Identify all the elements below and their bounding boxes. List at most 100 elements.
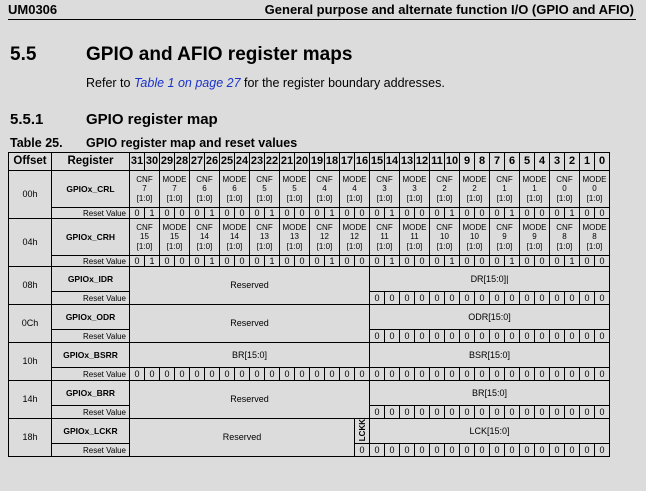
reset-bit: 0 [249,255,265,267]
field-line: MODE [582,174,607,184]
reset-bit: 0 [369,329,385,343]
reset-bit: 0 [414,443,430,458]
reset-value-row: Reset Value 0 1 0 0 0 1 0 0 0 1 0 0 0 1 0 0 0 1 0 0 0 1 0 0 0 1 0 0 0… [9,255,610,267]
upper-half-field: Reserved [129,304,370,343]
field-line: [1:0] [226,193,243,203]
field-line: 6 [232,184,237,194]
bit-header: 12 [414,152,430,171]
field-line: 9 [532,232,537,242]
field-line: [1:0] [586,241,603,251]
field-line: 14 [230,232,239,242]
field-line: 10 [440,232,449,242]
reset-bit: 0 [369,207,385,219]
register-header: Register [51,152,130,171]
bit-header: 10 [444,152,460,171]
field-line: [1:0] [346,193,363,203]
bit-header: 2 [564,152,580,171]
reset-bit: 1 [384,207,400,219]
bit-header: 30 [144,152,160,171]
field-line: MODE [282,222,307,232]
bit-field: MODE 8 [1:0] [579,218,610,256]
reset-bit: 0 [369,367,385,381]
reset-bit: 0 [594,405,610,419]
reset-bit: 0 [474,443,490,458]
bit-header: 5 [519,152,535,171]
bit-header: 31 [129,152,145,171]
reset-bit: 0 [534,367,550,381]
reset-value-row: Reset Value 0 0 0 0 0 0 0 0 0 0 0 0 0 0 0 0 [9,329,610,343]
reset-bit: 0 [444,405,460,419]
reset-bit: 1 [444,255,460,267]
reset-bit: 0 [129,367,145,381]
reset-bit: 0 [219,255,235,267]
reset-bit: 1 [264,207,280,219]
reset-bit: 0 [414,367,430,381]
reset-bit: 1 [564,255,580,267]
reset-bit: 0 [489,405,505,419]
reset-value-row: Reset Value 0 0 0 0 0 0 0 0 0 0 0 0 0 0 0 0 [9,291,610,305]
bit-field: CNF 12 [1:0] [309,218,340,256]
reset-bit: 0 [504,405,520,419]
bit-field: MODE 12 [1:0] [339,218,370,256]
reset-bit: 0 [459,329,475,343]
reset-bit: 0 [129,207,145,219]
subsection-number: 5.5.1 [10,111,44,128]
reset-bit: 0 [519,405,535,419]
reset-bit: 0 [579,329,595,343]
reset-bit: 0 [579,207,595,219]
bit-field: CNF 4 [1:0] [309,170,340,208]
bit-field: MODE 14 [1:0] [219,218,250,256]
reset-bit: 0 [474,207,490,219]
gpio-register-map-table: Offset Register 31 30 29 28 27 26 25 24 23 22 21 20… [8,152,610,458]
reset-bit: 0 [579,291,595,305]
reset-bit: 0 [399,291,415,305]
reset-bit: 1 [384,255,400,267]
bit-field: CNF 6 [1:0] [189,170,220,208]
reset-bit: 0 [549,255,565,267]
field-line: [1:0] [136,241,153,251]
bit-field: MODE 13 [1:0] [279,218,310,256]
reset-bit: 0 [384,443,400,458]
register-row: 00h GPIOx_CRL CNF 7 [1:0] MODE 7 [1:0] CNF 6 [1:0]… [8,170,610,219]
field-line: CNF [256,174,273,184]
intro-paragraph: Refer to Table 1 on page 27 for the regi… [86,76,445,90]
reset-bit: 0 [444,291,460,305]
register-name: GPIOx_ODR [51,304,130,330]
bit-header: 27 [189,152,205,171]
reset-bit: 0 [459,291,475,305]
reset-bit: 0 [549,443,565,458]
field-line: 7 [142,184,147,194]
field-line: [1:0] [346,241,363,251]
bit-field: CNF 13 [1:0] [249,218,280,256]
reset-bit: 0 [579,405,595,419]
field-line: MODE [222,174,247,184]
reset-bit: 0 [309,367,325,381]
reset-bit: 0 [579,443,595,458]
reset-bit: 0 [189,255,205,267]
field-line: MODE [162,174,187,184]
field-line: CNF [436,174,453,184]
bit-field: CNF 15 [1:0] [129,218,160,256]
bit-field: MODE 4 [1:0] [339,170,370,208]
section-title: GPIO and AFIO register maps [86,44,353,65]
reset-bit: 0 [429,329,445,343]
reset-bit: 0 [519,255,535,267]
reset-bit: 0 [429,255,445,267]
reset-bit: 0 [564,367,580,381]
reset-bit: 0 [459,443,475,458]
offset-cell: 18h [8,417,52,458]
bit-header: 8 [474,152,490,171]
table-1-link[interactable]: Table 1 on page 27 [133,76,241,90]
register-name: GPIOx_BSRR [51,342,130,368]
field-line: 0 [562,184,567,194]
reset-bit: 0 [399,443,415,458]
bit-field: MODE 2 [1:0] [459,170,490,208]
reset-bit: 0 [594,291,610,305]
bit-header: 9 [459,152,475,171]
field-line: [1:0] [166,241,183,251]
field-line: MODE [342,174,367,184]
bit-field: MODE 3 [1:0] [399,170,430,208]
reset-bit: 0 [174,255,190,267]
section-number: 5.5 [10,44,37,65]
reset-bit: 1 [324,255,340,267]
